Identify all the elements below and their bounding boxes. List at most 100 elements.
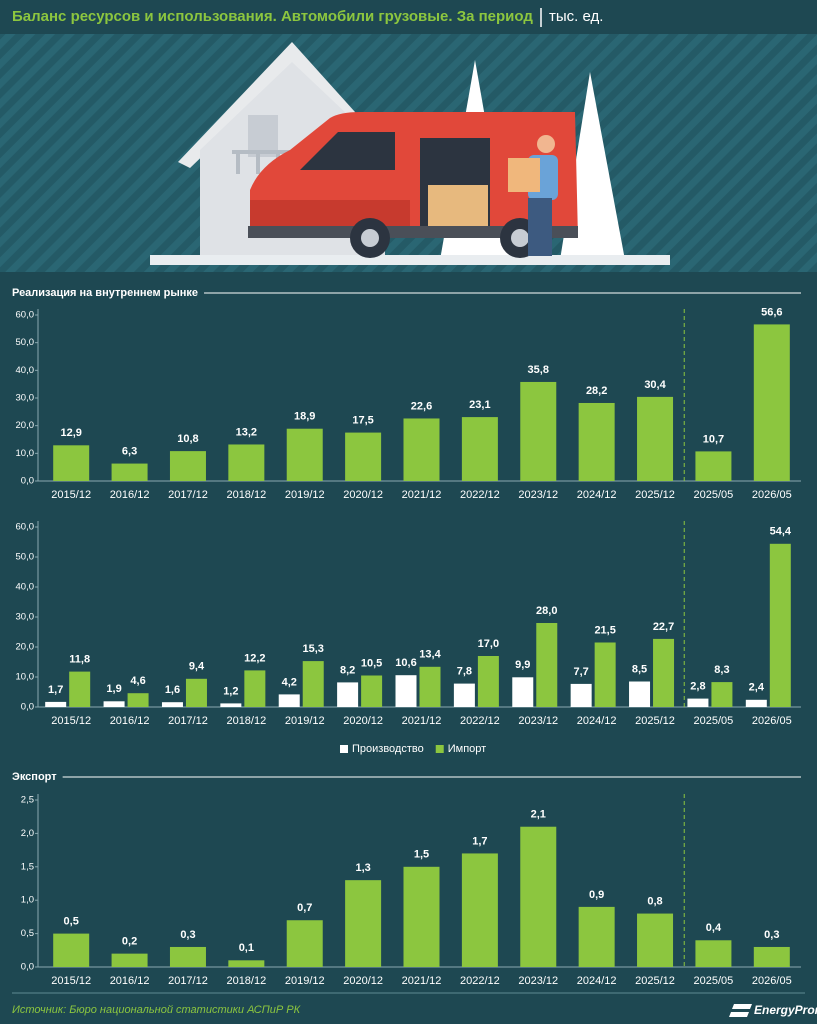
- value-label: 8,2: [340, 664, 355, 676]
- value-label: 13,4: [419, 649, 441, 661]
- y-tick-label: 30,0: [16, 612, 35, 623]
- bar: [403, 866, 440, 967]
- x-tick-label: 2021/12: [402, 489, 442, 501]
- bar: [228, 960, 265, 967]
- bar: [127, 693, 149, 707]
- x-tick-label: 2016/12: [110, 975, 150, 987]
- bar: [286, 428, 323, 481]
- bar: [753, 324, 790, 481]
- bar: [653, 638, 675, 707]
- bar: [520, 826, 557, 967]
- value-label: 17,5: [352, 414, 373, 426]
- bar: [244, 670, 266, 707]
- value-label: 1,7: [472, 835, 487, 847]
- bar: [687, 698, 709, 707]
- bar: [453, 683, 475, 707]
- y-tick-label: 0,0: [21, 476, 34, 487]
- value-label: 9,4: [189, 661, 205, 673]
- x-tick-label: 2023/12: [518, 715, 558, 727]
- x-tick-label: 2024/12: [577, 975, 617, 987]
- x-tick-label: 2019/12: [285, 975, 325, 987]
- source-note: Источник: Бюро национальной статистики А…: [12, 1004, 301, 1016]
- x-tick-label: 2023/12: [518, 975, 558, 987]
- x-tick-label: 2018/12: [226, 489, 266, 501]
- y-tick-label: 0,0: [21, 962, 34, 973]
- value-label: 10,8: [177, 433, 198, 445]
- x-tick-label: 2025/05: [694, 489, 734, 501]
- bar: [161, 702, 183, 707]
- x-tick-label: 2025/12: [635, 715, 675, 727]
- y-tick-label: 2,5: [21, 795, 34, 806]
- bar: [477, 656, 499, 707]
- bar: [111, 463, 148, 481]
- y-tick-label: 1,0: [21, 895, 34, 906]
- y-tick-label: 40,0: [16, 365, 35, 376]
- x-tick-label: 2024/12: [577, 715, 617, 727]
- x-tick-label: 2024/12: [577, 489, 617, 501]
- value-label: 8,5: [632, 663, 647, 675]
- bar: [278, 694, 300, 707]
- bar: [461, 853, 498, 967]
- y-tick-label: 1,5: [21, 861, 34, 872]
- y-tick-label: 60,0: [16, 522, 35, 533]
- value-label: 8,3: [714, 664, 729, 676]
- value-label: 7,8: [457, 666, 472, 678]
- legend-swatch: [435, 745, 444, 753]
- bar: [695, 451, 732, 481]
- value-label: 6,3: [122, 445, 137, 457]
- value-label: 22,6: [411, 400, 432, 412]
- value-label: 1,6: [165, 684, 180, 696]
- bar: [345, 432, 382, 481]
- value-label: 0,4: [706, 922, 722, 934]
- value-label: 2,1: [531, 809, 546, 821]
- bar: [53, 445, 90, 481]
- bar: [570, 683, 592, 707]
- x-tick-label: 2018/12: [226, 715, 266, 727]
- value-label: 4,6: [130, 675, 145, 687]
- bar: [169, 946, 206, 967]
- value-label: 11,8: [69, 654, 90, 666]
- x-tick-label: 2025/05: [694, 975, 734, 987]
- bar: [169, 451, 206, 481]
- value-label: 0,7: [297, 902, 312, 914]
- legend-swatch: [340, 745, 348, 753]
- bar: [403, 418, 440, 481]
- y-tick-label: 0,0: [21, 702, 34, 713]
- y-tick-label: 20,0: [16, 642, 35, 653]
- bar: [361, 675, 383, 707]
- value-label: 18,9: [294, 411, 315, 423]
- y-tick-label: 10,0: [16, 672, 35, 683]
- y-tick-label: 40,0: [16, 582, 35, 593]
- value-label: 28,2: [586, 385, 607, 397]
- value-label: 9,9: [515, 659, 530, 671]
- bar: [711, 682, 733, 707]
- value-label: 1,3: [355, 862, 370, 874]
- logo: EnergyProm: [754, 1003, 817, 1017]
- legend-label: Производство: [352, 743, 424, 755]
- bar: [103, 701, 125, 707]
- x-tick-label: 2017/12: [168, 715, 208, 727]
- x-tick-label: 2021/12: [402, 715, 442, 727]
- x-tick-label: 2019/12: [285, 715, 325, 727]
- logo-icon: [729, 1004, 752, 1017]
- illustration: [0, 34, 817, 272]
- bar: [45, 701, 67, 707]
- value-label: 0,3: [180, 929, 195, 941]
- value-label: 21,5: [594, 624, 615, 636]
- bar: [512, 677, 534, 707]
- x-tick-label: 2018/12: [226, 975, 266, 987]
- bar: [286, 920, 323, 967]
- value-label: 1,2: [223, 685, 238, 697]
- x-tick-label: 2017/12: [168, 489, 208, 501]
- value-label: 7,7: [574, 666, 589, 678]
- bar: [594, 642, 616, 707]
- x-tick-label: 2026/05: [752, 715, 792, 727]
- value-label: 2,8: [690, 681, 705, 693]
- page-title: Баланс ресурсов и использования. Автомоб…: [12, 8, 533, 25]
- bar: [228, 444, 265, 481]
- y-tick-label: 2,0: [21, 828, 34, 839]
- section-title: Экспорт: [12, 771, 57, 783]
- value-label: 1,5: [414, 849, 429, 861]
- bar: [769, 543, 791, 707]
